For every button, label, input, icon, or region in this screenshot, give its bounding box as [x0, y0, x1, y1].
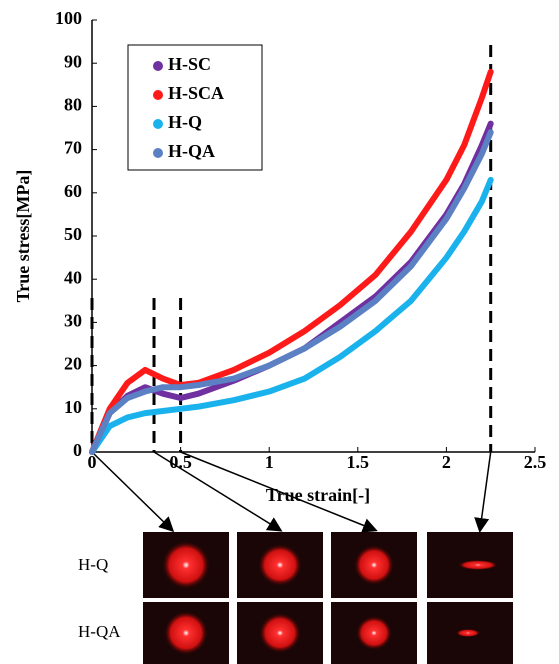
image-row-label: H-QA [78, 622, 121, 641]
images: H-Q H-QA [78, 532, 513, 664]
legend-marker [153, 61, 163, 71]
marker-arrow [474, 451, 492, 533]
series-line [89, 68, 494, 455]
series-line [89, 129, 494, 455]
x-tick-label: 0 [88, 452, 97, 472]
y-tick-label: 10 [64, 397, 82, 417]
legend-marker [153, 148, 163, 158]
legend-marker [153, 119, 163, 129]
y-tick-label: 0 [73, 440, 82, 460]
y-tick-label: 60 [64, 181, 82, 201]
series-line [89, 176, 494, 455]
image-spot [356, 616, 392, 650]
y-tick-label: 50 [64, 224, 82, 244]
legend-label: H-SC [168, 54, 211, 74]
image-spot [354, 545, 394, 585]
image-row-label: H-Q [78, 555, 108, 574]
y-tick-label: 80 [64, 95, 82, 115]
marker-arrow [91, 451, 175, 533]
image-spot [164, 611, 208, 655]
legend-marker [153, 90, 163, 100]
x-axis-label: True strain[-] [266, 485, 370, 505]
x-tick-label: 1.5 [347, 452, 370, 472]
y-tick-label: 90 [64, 51, 82, 71]
marker-arrow [153, 451, 283, 532]
image-spot [258, 544, 302, 586]
x-tick-label: 2.5 [524, 452, 547, 472]
x-tick-label: 1 [265, 452, 274, 472]
legend-box [127, 44, 263, 171]
legend-label: H-QA [168, 141, 215, 161]
image-spot [458, 560, 498, 570]
y-tick-label: 30 [64, 311, 82, 331]
y-axis-label: True stress[MPa] [13, 170, 33, 303]
series-line [89, 120, 494, 455]
x-tick-label: 0.5 [169, 452, 192, 472]
image-spot [456, 629, 480, 637]
image-spot [259, 613, 301, 653]
y-tick-label: 20 [64, 354, 82, 374]
y-tick-label: 100 [55, 8, 82, 28]
image-spot [162, 541, 210, 589]
marker-arrow [180, 451, 378, 533]
x-tick-label: 2 [442, 452, 451, 472]
legend-label: H-Q [168, 112, 202, 132]
y-tick-label: 40 [64, 267, 82, 287]
y-tick-label: 70 [64, 138, 82, 158]
legend-label: H-SCA [168, 83, 224, 103]
